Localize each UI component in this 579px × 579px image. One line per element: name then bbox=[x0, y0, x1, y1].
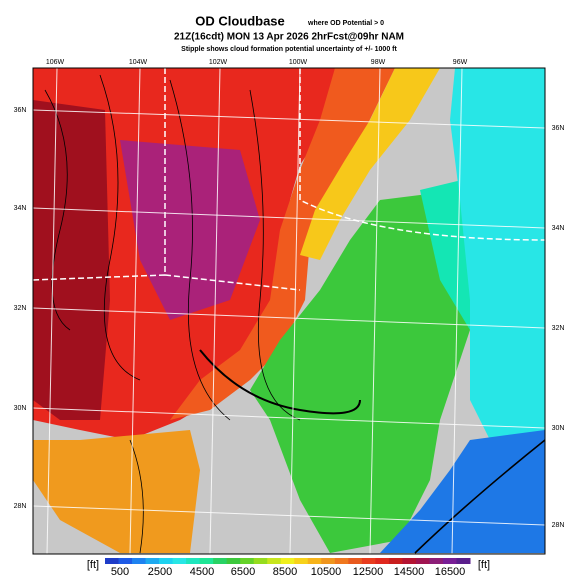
lat-label: 36N bbox=[14, 107, 27, 114]
colorbar-swatch bbox=[402, 558, 417, 564]
contours bbox=[44, 74, 546, 554]
contour bbox=[99, 74, 141, 381]
colorbar-label: 16500 bbox=[435, 566, 466, 578]
colorbar-swatch bbox=[361, 558, 376, 564]
colorbar-swatch bbox=[294, 558, 309, 564]
colorbar: [ft] [ft] 500 2500 4500 6500 8500 10500 12500 1… bbox=[87, 558, 490, 578]
region-southwest bbox=[33, 430, 200, 553]
meridian bbox=[129, 67, 141, 555]
lat-label: 28N bbox=[14, 503, 27, 510]
unit-right: [ft] bbox=[478, 559, 490, 571]
map bbox=[32, 67, 546, 555]
graticule bbox=[32, 67, 546, 555]
colorbar-swatch bbox=[132, 558, 147, 564]
colorbar-swatch bbox=[307, 558, 322, 564]
lat-label: 34N bbox=[552, 225, 565, 232]
colorbar-swatch bbox=[429, 558, 444, 564]
lon-label: 100W bbox=[289, 59, 308, 66]
lat-label: 30N bbox=[552, 425, 565, 432]
subtitle: 21Z(16cdt) MON 13 Apr 2026 2hrFcst@09hr … bbox=[174, 32, 404, 43]
colorbar-swatch bbox=[213, 558, 228, 564]
colorbar-swatch bbox=[375, 558, 390, 564]
region-blue bbox=[380, 430, 545, 553]
meridian bbox=[209, 67, 221, 555]
unit-left: [ft] bbox=[87, 559, 99, 571]
colorbar-label: 500 bbox=[111, 566, 129, 578]
colorbar-swatch bbox=[240, 558, 255, 564]
contour bbox=[249, 89, 301, 421]
colorbar-swatch bbox=[253, 558, 268, 564]
colorbar-label: 12500 bbox=[353, 566, 384, 578]
state-border bbox=[32, 68, 546, 291]
parallel bbox=[32, 307, 546, 329]
meridian bbox=[369, 67, 381, 555]
lat-label: 30N bbox=[14, 405, 27, 412]
lat-label: 36N bbox=[552, 125, 565, 132]
colorbar-swatch bbox=[145, 558, 160, 564]
meridian bbox=[289, 67, 301, 555]
title-note: where OD Potential > 0 bbox=[307, 20, 384, 27]
colorbar-swatch bbox=[199, 558, 214, 564]
colorbar-swatch bbox=[348, 558, 363, 564]
colorbar-swatch bbox=[388, 558, 403, 564]
colorbar-label: 8500 bbox=[273, 566, 297, 578]
colorbar-swatch bbox=[118, 558, 133, 564]
lon-label: 106W bbox=[46, 59, 65, 66]
parallel bbox=[32, 207, 546, 229]
colorbar-label: 2500 bbox=[148, 566, 172, 578]
region-yellow bbox=[300, 68, 440, 260]
contour bbox=[199, 349, 361, 415]
contour bbox=[129, 439, 144, 554]
parallel bbox=[32, 505, 546, 526]
colorbar-swatch bbox=[456, 558, 471, 564]
geo-labels: 106W 104W 102W 100W 98W 96W 36N 34N 32N 30N 28N 36N… bbox=[14, 59, 565, 529]
lon-label: 104W bbox=[129, 59, 148, 66]
colorbar-label: 4500 bbox=[190, 566, 214, 578]
region-darkred bbox=[33, 100, 110, 420]
lon-label: 98W bbox=[371, 59, 386, 66]
title: OD Cloudbase bbox=[195, 13, 285, 28]
map-frame bbox=[32, 67, 546, 555]
region-orange bbox=[170, 68, 395, 420]
lat-label: 32N bbox=[14, 305, 27, 312]
colorbar-swatch bbox=[186, 558, 201, 564]
note: Stipple shows cloud formation potential … bbox=[181, 46, 397, 53]
meridian bbox=[451, 67, 463, 555]
parallel bbox=[32, 109, 546, 129]
colorbar-label: 10500 bbox=[311, 566, 342, 578]
colorbar-label: 14500 bbox=[394, 566, 425, 578]
colorbar-swatch bbox=[442, 558, 457, 564]
lon-label: 96W bbox=[453, 59, 468, 66]
colorbar-swatch bbox=[321, 558, 336, 564]
coastline bbox=[414, 439, 546, 554]
colorbar-swatch bbox=[280, 558, 295, 564]
colorbar-swatch bbox=[226, 558, 241, 564]
region-green bbox=[250, 190, 480, 553]
parallel bbox=[32, 407, 546, 429]
meridian bbox=[46, 67, 58, 555]
region-cyan bbox=[450, 68, 545, 460]
colorbar-swatch bbox=[415, 558, 430, 564]
contour bbox=[44, 89, 71, 331]
colorbar-swatch bbox=[105, 558, 120, 564]
lat-label: 28N bbox=[552, 522, 565, 529]
contour bbox=[169, 79, 231, 421]
colorbar-swatch bbox=[159, 558, 174, 564]
colorbar-label: 6500 bbox=[231, 566, 255, 578]
colorbar-swatch bbox=[267, 558, 282, 564]
colorbar-swatch bbox=[334, 558, 349, 564]
lon-label: 102W bbox=[209, 59, 228, 66]
lat-label: 32N bbox=[552, 325, 565, 332]
colorbar-swatch bbox=[172, 558, 187, 564]
lat-label: 34N bbox=[14, 205, 27, 212]
